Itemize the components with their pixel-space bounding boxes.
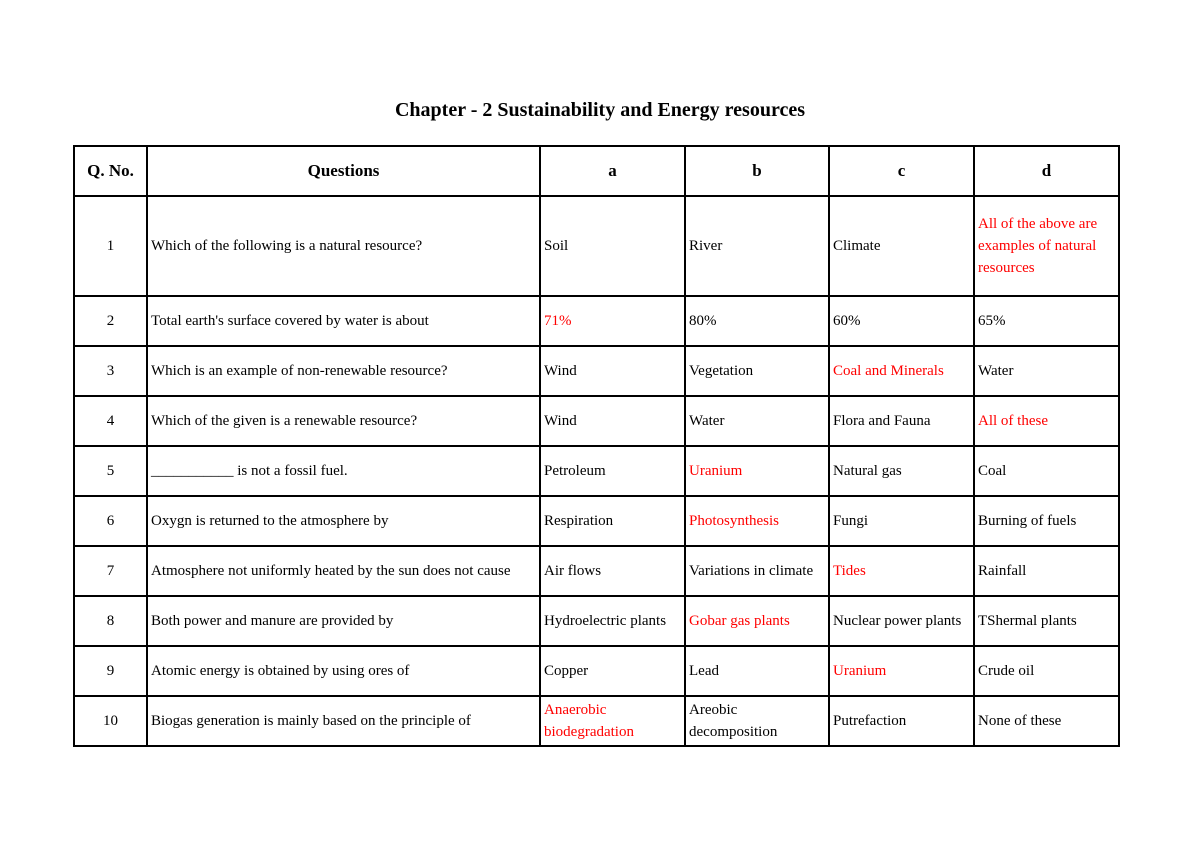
table-row: 6 Oxygn is returned to the atmosphere by R… xyxy=(73,495,1120,547)
option-d: TShermal plants xyxy=(973,595,1120,647)
table-row: 10 Biogas generation is mainly based on t… xyxy=(73,695,1120,747)
question-text: Which is an example of non-renewable res… xyxy=(146,345,541,397)
option-d: Water xyxy=(973,345,1120,397)
option-d-correct-answer: All of the above are examples of natural… xyxy=(973,195,1120,297)
option-c: Flora and Fauna xyxy=(828,395,975,447)
option-b: Lead xyxy=(684,645,830,697)
question-number: 10 xyxy=(73,695,148,747)
option-a: Hydroelectric plants xyxy=(539,595,686,647)
option-a: Wind xyxy=(539,345,686,397)
questions-table: Q. No. Questions a b c d 1 Which of the f… xyxy=(73,145,1120,747)
option-d: Rainfall xyxy=(973,545,1120,597)
option-c-correct-answer: Coal and Minerals xyxy=(828,345,975,397)
option-b: River xyxy=(684,195,830,297)
table-row: 1 Which of the following is a natural res… xyxy=(73,195,1120,297)
option-d-correct-answer: All of these xyxy=(973,395,1120,447)
option-b: Vegetation xyxy=(684,345,830,397)
option-a: Air flows xyxy=(539,545,686,597)
header-a: a xyxy=(539,145,686,197)
option-b: Variations in climate xyxy=(684,545,830,597)
table-row: 2 Total earth's surface covered by water … xyxy=(73,295,1120,347)
question-number: 5 xyxy=(73,445,148,497)
header-qno: Q. No. xyxy=(73,145,148,197)
option-c-correct-answer: Tides xyxy=(828,545,975,597)
option-b: Areobic decomposition xyxy=(684,695,830,747)
option-c: Natural gas xyxy=(828,445,975,497)
option-d: 65% xyxy=(973,295,1120,347)
option-a: Wind xyxy=(539,395,686,447)
question-number: 4 xyxy=(73,395,148,447)
option-a: Respiration xyxy=(539,495,686,547)
table-row: 3 Which is an example of non-renewable re… xyxy=(73,345,1120,397)
option-c: Putrefaction xyxy=(828,695,975,747)
option-a: Soil xyxy=(539,195,686,297)
question-number: 7 xyxy=(73,545,148,597)
header-questions: Questions xyxy=(146,145,541,197)
option-b-correct-answer: Gobar gas plants xyxy=(684,595,830,647)
question-text: Which of the given is a renewable resour… xyxy=(146,395,541,447)
header-b: b xyxy=(684,145,830,197)
option-c-correct-answer: Uranium xyxy=(828,645,975,697)
option-b-correct-answer: Photosynthesis xyxy=(684,495,830,547)
question-text: Total earth's surface covered by water i… xyxy=(146,295,541,347)
table-row: 7 Atmosphere not uniformly heated by the … xyxy=(73,545,1120,597)
option-a-correct-answer: Anaerobic biodegradation xyxy=(539,695,686,747)
option-b: 80% xyxy=(684,295,830,347)
question-number: 3 xyxy=(73,345,148,397)
question-text: Which of the following is a natural reso… xyxy=(146,195,541,297)
question-text: Atmosphere not uniformly heated by the s… xyxy=(146,545,541,597)
option-a: Petroleum xyxy=(539,445,686,497)
question-number: 8 xyxy=(73,595,148,647)
header-row: Q. No. Questions a b c d xyxy=(73,145,1120,197)
page-title: Chapter - 2 Sustainability and Energy re… xyxy=(394,99,806,121)
option-c: Fungi xyxy=(828,495,975,547)
question-number: 2 xyxy=(73,295,148,347)
question-text: Atomic energy is obtained by using ores … xyxy=(146,645,541,697)
option-c: Climate xyxy=(828,195,975,297)
question-text: Both power and manure are provided by xyxy=(146,595,541,647)
question-text: Oxygn is returned to the atmosphere by xyxy=(146,495,541,547)
option-b-correct-answer: Uranium xyxy=(684,445,830,497)
table-row: 4 Which of the given is a renewable resou… xyxy=(73,395,1120,447)
question-text: ___________ is not a fossil fuel. xyxy=(146,445,541,497)
table-row: 8 Both power and manure are provided by Hy… xyxy=(73,595,1120,647)
option-d: Burning of fuels xyxy=(973,495,1120,547)
table-row: 9 Atomic energy is obtained by using ores… xyxy=(73,645,1120,697)
header-d: d xyxy=(973,145,1120,197)
option-a: Copper xyxy=(539,645,686,697)
table-row: 5 ___________ is not a fossil fuel. Petrol… xyxy=(73,445,1120,497)
question-number: 1 xyxy=(73,195,148,297)
option-b: Water xyxy=(684,395,830,447)
header-c: c xyxy=(828,145,975,197)
option-d: Crude oil xyxy=(973,645,1120,697)
question-text: Biogas generation is mainly based on the… xyxy=(146,695,541,747)
option-c: 60% xyxy=(828,295,975,347)
question-number: 9 xyxy=(73,645,148,697)
question-number: 6 xyxy=(73,495,148,547)
option-a-correct-answer: 71% xyxy=(539,295,686,347)
option-c: Nuclear power plants xyxy=(828,595,975,647)
option-d: None of these xyxy=(973,695,1120,747)
option-d: Coal xyxy=(973,445,1120,497)
